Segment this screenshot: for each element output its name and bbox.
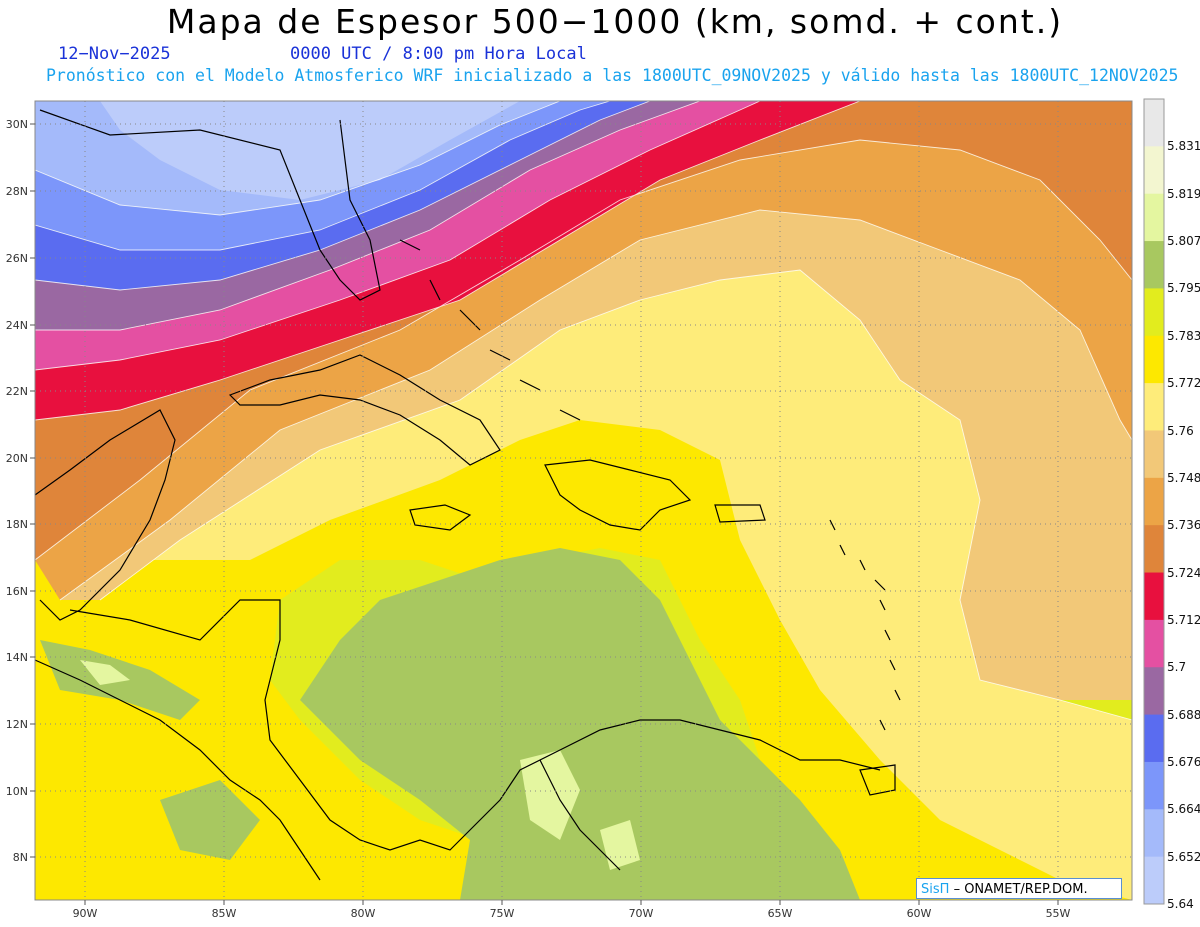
- forecast-info: Pronóstico con el Modelo Atmosferico WRF…: [46, 66, 1179, 85]
- lat-label: 22N: [6, 385, 28, 398]
- lon-label: 60W: [907, 907, 932, 920]
- colorbar-swatch: [1144, 99, 1164, 147]
- colorbar-label: 5.831: [1167, 139, 1200, 154]
- colorbar-label: 5.772: [1167, 376, 1200, 391]
- colorbar-swatch: [1144, 193, 1164, 242]
- colorbar-swatch: [1144, 383, 1164, 431]
- lat-label: 12N: [6, 718, 28, 731]
- lat-label: 14N: [6, 651, 28, 664]
- thickness-fill-layer: [35, 101, 1132, 900]
- valid-time: 0000 UTC / 8:00 pm Hora Local: [290, 44, 587, 64]
- sis-logo-text: SisΠ: [921, 882, 950, 897]
- colorbar-swatch: [1144, 288, 1164, 337]
- colorbar-label: 5.795: [1167, 281, 1200, 296]
- colorbar-label: 5.688: [1167, 707, 1200, 722]
- colorbar-swatch: [1144, 667, 1164, 716]
- valid-date: 12−Nov−2025: [58, 44, 171, 64]
- colorbar-label: 5.783: [1167, 328, 1200, 343]
- colorbar-label: 5.7: [1167, 660, 1187, 675]
- colorbar-label: 5.712: [1167, 612, 1200, 627]
- longitude-labels: 90W 85W 80W 75W 70W 65W 60W 55W: [73, 907, 1071, 920]
- colorbar-label: 5.724: [1167, 565, 1200, 580]
- colorbar-label: 5.736: [1167, 518, 1200, 533]
- map-title: Mapa de Espesor 500−1000 (km, somd. + co…: [166, 2, 1064, 41]
- colorbar-swatch: [1144, 525, 1164, 574]
- lat-label: 16N: [6, 585, 28, 598]
- colorbar-swatch: [1144, 856, 1164, 905]
- colorbar-label: 5.64: [1167, 897, 1194, 911]
- credit-text: – ONAMET/REP.DOM.: [953, 882, 1088, 897]
- colorbar-swatch: [1144, 619, 1164, 668]
- lat-label: 18N: [6, 518, 28, 531]
- lat-label: 26N: [6, 252, 28, 265]
- lat-label: 10N: [6, 785, 28, 798]
- lon-label: 70W: [629, 907, 654, 920]
- contour-lines: [35, 101, 1132, 721]
- lon-label: 85W: [212, 907, 237, 920]
- colorbar-swatch: [1144, 335, 1164, 384]
- lon-label: 90W: [73, 907, 98, 920]
- colorbar: [1144, 99, 1164, 905]
- credit-box: SisΠ – ONAMET/REP.DOM.: [916, 878, 1122, 899]
- map-frame: [34, 100, 1133, 901]
- colorbar-label: 5.664: [1167, 802, 1200, 817]
- colorbar-swatch: [1144, 714, 1164, 763]
- colorbar-swatch: [1144, 761, 1164, 810]
- colorbar-frame: [1143, 98, 1165, 905]
- colorbar-swatch: [1144, 430, 1164, 479]
- longitude-ticks: [84, 900, 1059, 905]
- lat-label: 28N: [6, 185, 28, 198]
- lon-label: 65W: [768, 907, 793, 920]
- latitude-ticks: [30, 123, 35, 858]
- colorbar-swatch: [1144, 477, 1164, 526]
- lon-label: 75W: [490, 907, 515, 920]
- colorbar-swatch: [1144, 146, 1164, 195]
- colorbar-label: 5.748: [1167, 470, 1200, 485]
- colorbar-swatch: [1144, 809, 1164, 858]
- lat-label: 8N: [13, 851, 28, 864]
- colorbar-swatch: [1144, 241, 1164, 289]
- colorbar-label: 5.76: [1167, 423, 1194, 438]
- lat-label: 24N: [6, 319, 28, 332]
- lon-label: 55W: [1046, 907, 1071, 920]
- latitude-labels: 30N 28N 26N 24N 22N 20N 18N 16N 14N 12N …: [6, 118, 28, 864]
- lat-label: 20N: [6, 452, 28, 465]
- colorbar-swatch: [1144, 572, 1164, 621]
- colorbar-label: 5.652: [1167, 849, 1200, 864]
- colorbar-label: 5.676: [1167, 754, 1200, 769]
- colorbar-label: 5.807: [1167, 234, 1200, 249]
- lat-label: 30N: [6, 118, 28, 131]
- lon-label: 80W: [351, 907, 376, 920]
- graticule: [35, 101, 1132, 900]
- colorbar-label: 5.819: [1167, 186, 1200, 201]
